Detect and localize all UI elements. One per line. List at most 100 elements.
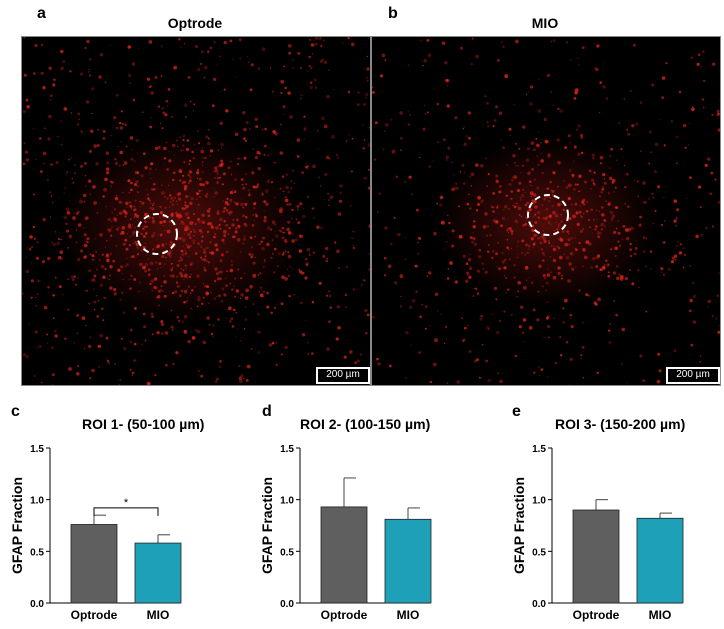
signal-speckle xyxy=(223,243,225,245)
signal-speckle xyxy=(463,126,465,128)
signal-speckle xyxy=(535,137,538,140)
signal-speckle xyxy=(129,136,134,140)
signal-speckle xyxy=(437,141,439,143)
signal-speckle xyxy=(469,236,473,240)
signal-speckle xyxy=(565,255,570,260)
signal-speckle xyxy=(639,101,643,104)
signal-speckle xyxy=(547,268,549,270)
signal-speckle xyxy=(557,107,560,111)
signal-speckle xyxy=(152,188,156,191)
signal-speckle xyxy=(361,124,364,126)
signal-speckle xyxy=(611,217,614,220)
signal-speckle xyxy=(231,254,233,256)
signal-speckle xyxy=(242,237,246,241)
signal-speckle xyxy=(365,331,368,335)
signal-speckle xyxy=(444,248,446,250)
signal-speckle xyxy=(576,183,579,186)
signal-speckle xyxy=(244,318,248,321)
signal-speckle xyxy=(229,39,233,43)
signal-speckle xyxy=(574,237,576,239)
signal-speckle xyxy=(108,278,110,281)
signal-speckle xyxy=(169,240,173,244)
signal-speckle xyxy=(407,123,411,126)
signal-speckle xyxy=(251,224,255,227)
signal-speckle xyxy=(137,48,140,50)
signal-speckle xyxy=(573,160,575,162)
signal-speckle xyxy=(561,274,563,277)
signal-speckle xyxy=(273,306,277,310)
signal-speckle xyxy=(503,209,505,211)
signal-speckle xyxy=(120,141,122,143)
signal-speckle xyxy=(184,264,187,267)
signal-speckle xyxy=(423,58,427,63)
signal-speckle xyxy=(491,256,494,259)
signal-speckle xyxy=(445,78,449,83)
signal-speckle xyxy=(151,312,153,315)
signal-speckle xyxy=(695,234,699,239)
signal-speckle xyxy=(585,293,588,296)
signal-speckle xyxy=(219,259,223,262)
signal-speckle xyxy=(166,229,171,234)
signal-speckle xyxy=(84,216,89,221)
signal-speckle xyxy=(300,94,303,97)
signal-speckle xyxy=(79,199,83,204)
signal-speckle xyxy=(582,248,584,251)
signal-speckle xyxy=(93,308,96,311)
signal-speckle xyxy=(122,278,125,281)
signal-speckle xyxy=(77,277,79,280)
signal-speckle xyxy=(262,236,266,240)
signal-speckle xyxy=(302,255,304,257)
signal-speckle xyxy=(524,265,529,270)
signal-speckle xyxy=(22,353,26,357)
signal-speckle xyxy=(287,220,291,224)
signal-speckle xyxy=(206,50,210,53)
signal-speckle xyxy=(610,210,614,215)
signal-speckle xyxy=(543,239,547,244)
signal-speckle xyxy=(603,181,607,185)
signal-speckle xyxy=(328,199,330,201)
signal-speckle xyxy=(399,149,402,152)
x-tick-label: MIO xyxy=(397,608,420,622)
signal-speckle xyxy=(22,162,26,165)
signal-speckle xyxy=(75,283,77,286)
signal-speckle xyxy=(177,319,181,323)
signal-speckle xyxy=(122,191,124,194)
signal-speckle xyxy=(71,277,75,282)
signal-speckle xyxy=(146,225,148,228)
signal-speckle xyxy=(240,374,244,378)
signal-speckle xyxy=(592,157,595,160)
signal-speckle xyxy=(168,220,172,223)
signal-speckle xyxy=(516,256,519,259)
signal-speckle xyxy=(543,117,547,122)
signal-speckle xyxy=(95,162,99,166)
signal-speckle xyxy=(289,266,291,268)
signal-speckle xyxy=(301,333,306,337)
signal-speckle xyxy=(132,234,134,236)
signal-speckle xyxy=(89,336,92,339)
signal-speckle xyxy=(283,231,286,234)
signal-speckle xyxy=(219,121,223,125)
signal-speckle xyxy=(162,215,165,218)
signal-speckle xyxy=(104,267,107,271)
signal-speckle xyxy=(183,161,186,164)
signal-speckle xyxy=(505,292,507,294)
signal-speckle xyxy=(582,376,584,379)
signal-speckle xyxy=(175,200,178,203)
signal-speckle xyxy=(225,270,228,273)
signal-speckle xyxy=(650,250,653,253)
signal-speckle xyxy=(291,267,293,270)
signal-speckle xyxy=(112,259,115,263)
signal-speckle xyxy=(472,237,476,241)
signal-speckle xyxy=(121,337,123,340)
signal-speckle xyxy=(203,268,207,272)
signal-speckle xyxy=(564,242,569,247)
signal-speckle xyxy=(492,125,495,127)
signal-speckle xyxy=(184,201,187,204)
signal-speckle xyxy=(603,178,606,180)
signal-speckle xyxy=(85,185,87,187)
signal-speckle xyxy=(349,205,352,207)
signal-speckle xyxy=(580,136,584,139)
signal-speckle xyxy=(160,266,162,268)
signal-speckle xyxy=(194,286,196,288)
